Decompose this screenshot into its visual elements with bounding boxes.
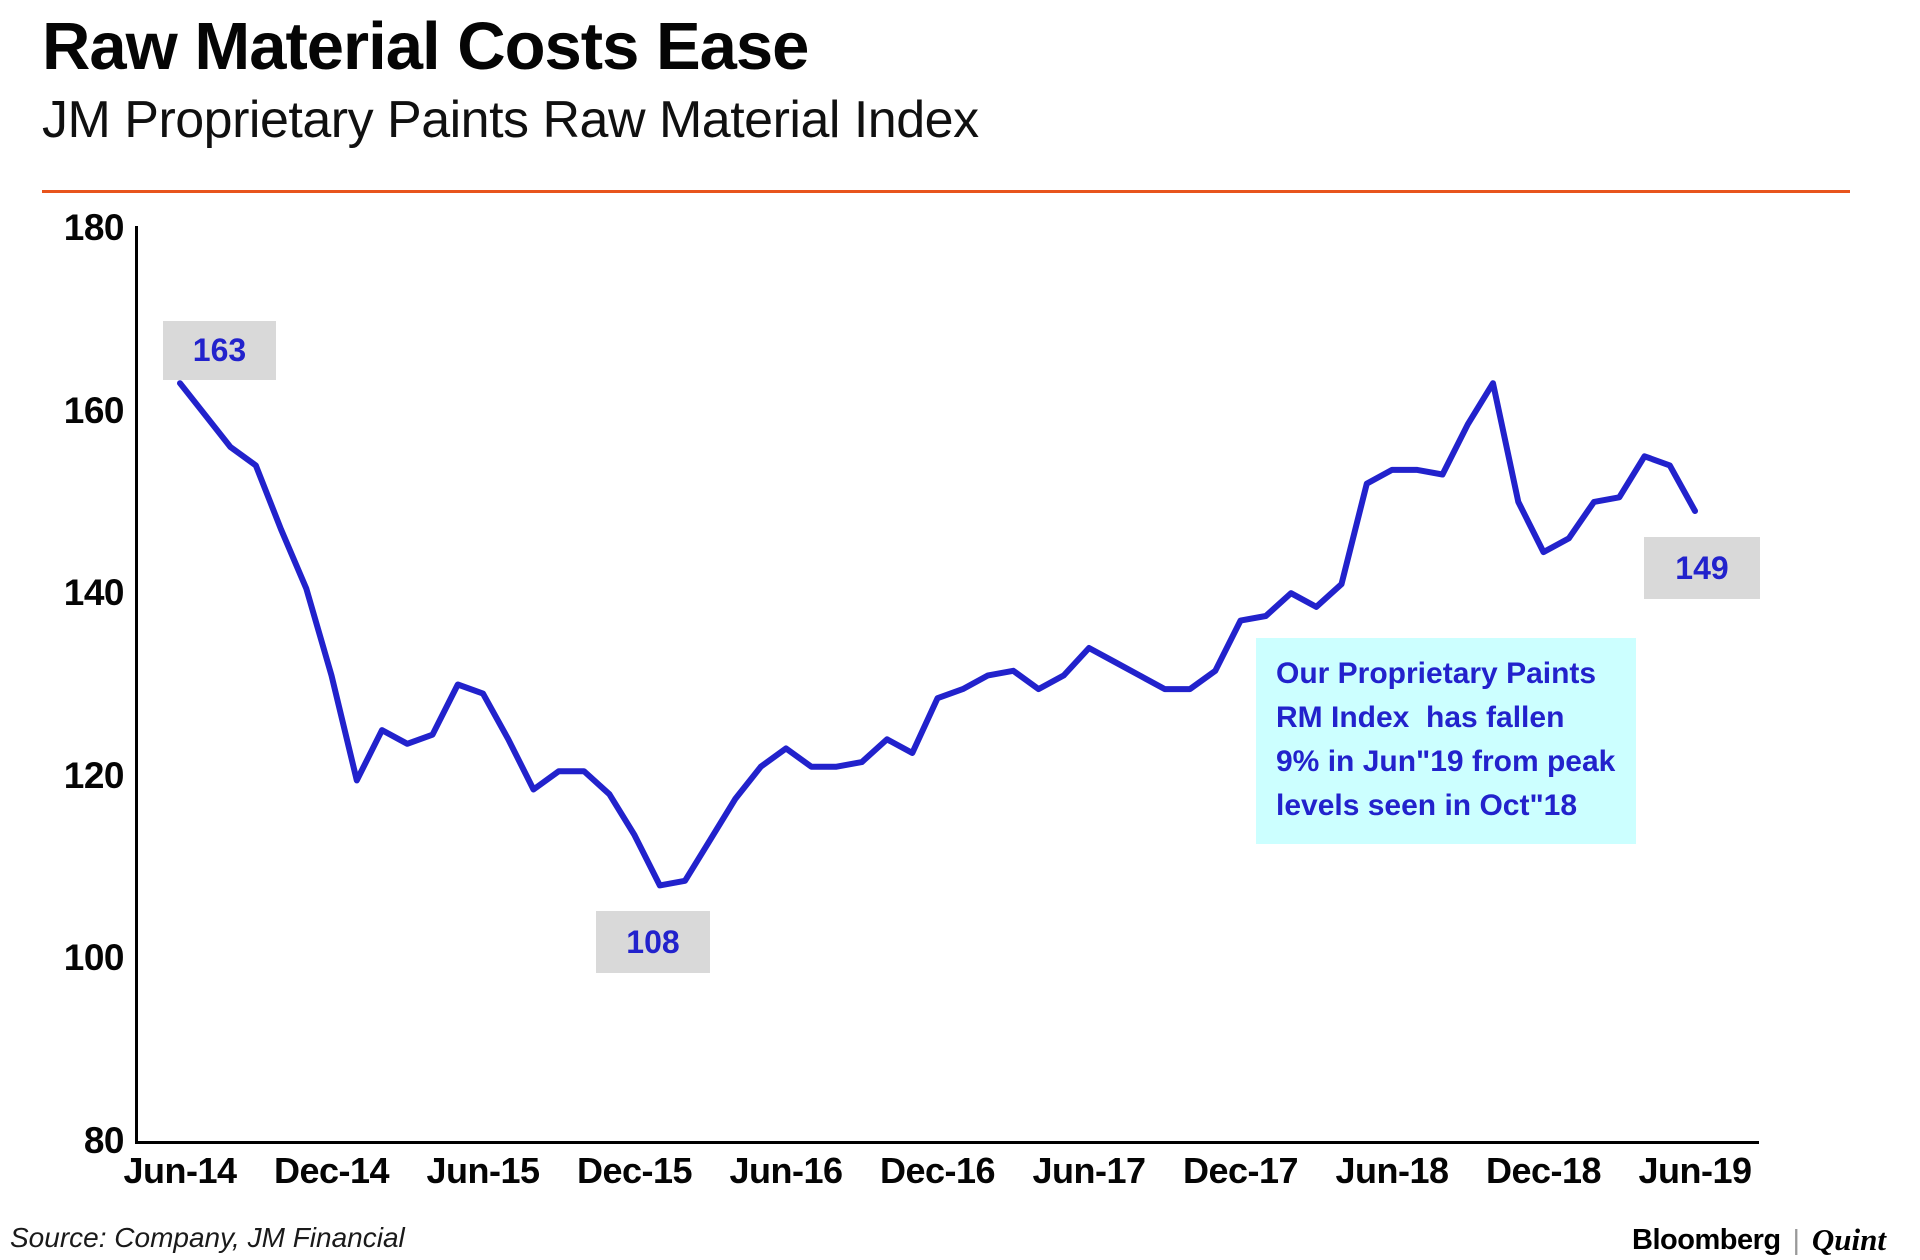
annotation-box: Our Proprietary Paints RM Index has fall… [1256,638,1636,844]
index-line [177,380,1698,889]
y-tick-label: 100 [63,937,125,979]
data-label-text: 163 [192,332,247,368]
quint-wordmark: Quint [1811,1222,1886,1257]
data-label-start: 163 [163,321,276,380]
brand-logo: Bloomberg | Quint [1632,1222,1886,1258]
x-tick-label: Dec-18 [1485,1150,1602,1191]
x-tick-label: Jun-16 [729,1150,843,1191]
annotation-line: Our Proprietary Paints [1276,657,1597,690]
x-tick-label: Jun-18 [1335,1150,1449,1191]
x-tick-label: Dec-17 [1182,1150,1299,1191]
annotation-line: levels seen in Oct"18 [1276,789,1578,822]
chart-title: Raw Material Costs Ease [42,9,809,84]
y-tick-label: 140 [63,572,125,614]
accent-rule [42,190,1850,193]
y-tick-label: 120 [63,754,125,796]
x-tick-label: Dec-16 [879,1150,996,1191]
brand-divider: | [1792,1224,1800,1255]
x-tick-label: Jun-15 [426,1150,540,1191]
source-text: Source: Company, JM Financial [10,1222,405,1253]
annotation-line: RM Index has fallen [1276,701,1565,734]
y-tick-label: 160 [63,389,125,431]
x-axis [135,1141,1759,1144]
x-tick-label: Jun-19 [1638,1150,1752,1191]
data-label-end: 149 [1644,537,1760,599]
data-label-min: 108 [596,911,710,973]
x-tick-label: Jun-14 [123,1150,237,1191]
chart-subtitle: JM Proprietary Paints Raw Material Index [42,91,979,149]
annotation-line: 9% in Jun"19 from peak [1276,745,1616,778]
y-axis [135,226,138,1144]
chart-canvas [177,380,1698,889]
x-tick-label: Dec-14 [273,1150,390,1191]
y-tick-label: 180 [63,207,125,248]
x-tick-label: Dec-15 [576,1150,693,1191]
data-label-text: 108 [626,923,680,960]
x-tick-label: Jun-17 [1032,1150,1146,1191]
data-label-text: 149 [1675,549,1729,586]
y-tick-label: 80 [83,1120,125,1161]
bloomberg-wordmark: Bloomberg [1632,1223,1781,1256]
